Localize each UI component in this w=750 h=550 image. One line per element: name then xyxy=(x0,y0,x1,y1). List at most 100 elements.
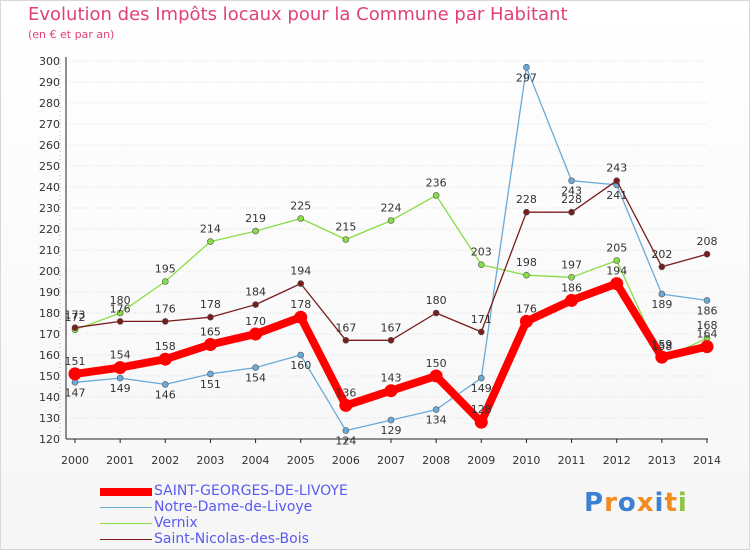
data-labels: 147 149 146 151 154 160 124 129 134 149 297 243 241 1… xyxy=(65,71,718,447)
data-point xyxy=(249,327,263,341)
data-point xyxy=(703,297,711,304)
data-label: 147 xyxy=(65,386,86,399)
data-label: 180 xyxy=(110,294,131,307)
data-point xyxy=(158,352,172,366)
data-label: 151 xyxy=(200,378,221,391)
data-label: 154 xyxy=(110,349,131,362)
data-label: 214 xyxy=(200,223,221,236)
data-point xyxy=(342,336,350,344)
data-label: 176 xyxy=(110,302,131,315)
data-label: 195 xyxy=(155,263,176,276)
data-point xyxy=(203,338,217,351)
data-point xyxy=(387,416,395,424)
data-label: 154 xyxy=(245,372,266,385)
data-point xyxy=(568,273,575,281)
data-point xyxy=(252,227,259,235)
data-point xyxy=(429,369,443,383)
x-tick-label: 2006 xyxy=(332,454,360,467)
data-point xyxy=(297,351,305,359)
data-point xyxy=(477,328,485,336)
x-tick-label: 2011 xyxy=(558,454,586,467)
x-tick-label: 2012 xyxy=(603,454,631,467)
logo-letter: P xyxy=(584,488,605,518)
axes: 120 130 140 150 160 170 180 190 200 210 220 230 240 2… xyxy=(39,55,721,467)
data-point xyxy=(658,290,666,298)
data-point xyxy=(116,309,124,317)
x-tick-label: 2008 xyxy=(422,454,450,467)
y-tick-label: 290 xyxy=(39,76,60,89)
logo-letter: r xyxy=(604,488,618,518)
data-label: 198 xyxy=(516,256,537,269)
data-label: 134 xyxy=(426,414,447,427)
data-label: 189 xyxy=(651,298,672,311)
data-label: 159 xyxy=(651,338,672,351)
data-label: 150 xyxy=(426,357,447,370)
data-label: 224 xyxy=(381,202,402,215)
data-point xyxy=(655,350,669,364)
x-tick-label: 2000 xyxy=(61,454,89,467)
data-label: 165 xyxy=(200,326,221,339)
proxiti-logo: Proxiti xyxy=(584,488,688,518)
y-tick-label: 200 xyxy=(39,265,60,278)
data-label: 146 xyxy=(155,388,176,401)
x-tick-label: 2014 xyxy=(693,454,721,467)
y-tick-label: 260 xyxy=(39,139,60,152)
y-tick-label: 210 xyxy=(39,244,60,257)
data-point xyxy=(297,215,305,222)
y-tick-label: 240 xyxy=(39,181,60,194)
data-label: 136 xyxy=(335,386,356,399)
x-tick-label: 2009 xyxy=(467,454,495,467)
x-tick-label: 2002 xyxy=(151,454,179,467)
logo-letter: i xyxy=(677,488,688,518)
y-tick-label: 220 xyxy=(39,223,60,236)
data-point xyxy=(252,364,259,371)
logo-letter: o xyxy=(617,488,637,518)
y-tick-label: 160 xyxy=(39,349,60,362)
data-label: 176 xyxy=(155,302,176,315)
y-tick-label: 280 xyxy=(39,97,60,110)
data-point xyxy=(613,177,621,184)
data-point xyxy=(568,177,575,184)
data-label: 297 xyxy=(516,71,537,84)
data-label: 236 xyxy=(426,176,447,189)
data-point xyxy=(161,318,169,325)
data-point xyxy=(523,64,530,71)
legend-swatch xyxy=(100,507,152,508)
data-point xyxy=(297,280,305,287)
data-point xyxy=(161,381,169,388)
y-tick-label: 250 xyxy=(39,160,60,173)
legend-label: Vernix xyxy=(154,515,198,531)
data-point xyxy=(116,374,124,382)
y-tick-label: 120 xyxy=(39,433,60,446)
data-label: 167 xyxy=(335,321,356,334)
x-tick-label: 2003 xyxy=(196,454,224,467)
data-point xyxy=(116,318,124,325)
data-label: 215 xyxy=(335,221,356,234)
data-label: 128 xyxy=(471,403,492,416)
data-point xyxy=(113,361,127,375)
grid xyxy=(66,60,708,440)
data-label: 225 xyxy=(290,200,311,213)
data-point xyxy=(432,192,440,199)
data-point xyxy=(703,250,711,258)
logo-letter: t xyxy=(664,488,678,518)
data-label: 243 xyxy=(561,185,582,198)
data-label: 194 xyxy=(290,265,311,278)
data-label: 171 xyxy=(471,313,492,326)
legend-label: SAINT-GEORGES-DE-LIVOYE xyxy=(154,483,348,499)
legend-swatch xyxy=(100,523,152,524)
data-label: 149 xyxy=(471,382,492,395)
data-point xyxy=(71,324,79,332)
data-label: 202 xyxy=(651,248,672,261)
data-point xyxy=(565,293,579,307)
chart-title: Evolution des Impôts locaux pour la Comm… xyxy=(28,4,568,25)
data-label: 186 xyxy=(561,281,582,294)
logo-letter: x xyxy=(636,488,655,518)
data-label: 143 xyxy=(381,372,402,385)
y-tick-label: 140 xyxy=(39,391,60,404)
data-label: 164 xyxy=(697,328,718,341)
data-label: 208 xyxy=(697,235,718,248)
data-point xyxy=(384,384,398,398)
data-label: 124 xyxy=(335,435,356,448)
